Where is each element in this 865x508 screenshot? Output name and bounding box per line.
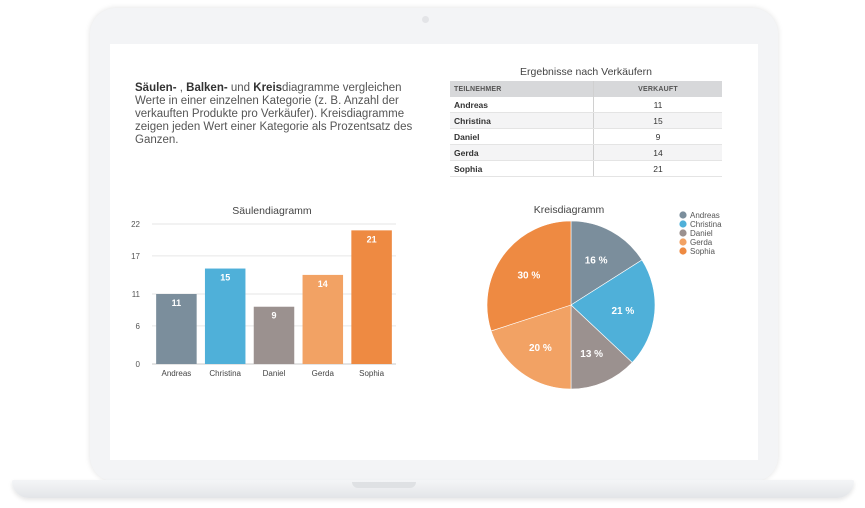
bar-chart-title: Säulendiagramm: [232, 205, 312, 217]
results-table: TEILNEHMER VERKAUFT Andreas 11 Christina 1…: [450, 81, 722, 177]
intro-text: Säulen- , Balken- und Kreisdiagramme ver…: [135, 82, 415, 147]
pie-slice-andreas: [570, 220, 643, 306]
pie-percent-label: 30 %: [517, 270, 540, 281]
legend-swatch: [679, 238, 687, 246]
legend-swatch: [679, 229, 687, 237]
pie-percent-label: 13 %: [580, 349, 603, 360]
bar-value-label: 14: [318, 279, 328, 289]
table-row: Daniel 9: [450, 128, 722, 145]
table-header-teilnehmer: TEILNEHMER: [450, 81, 594, 97]
laptop-notch: [352, 482, 416, 488]
bar-value-label: 15: [220, 273, 230, 283]
intro-sep-1: ,: [176, 82, 187, 94]
pie-slice-sophia: [486, 220, 572, 332]
legend-swatch: [679, 247, 687, 255]
bar-category-label: Andreas: [162, 369, 192, 378]
table-cell-name: Daniel: [450, 128, 594, 145]
table-cell-name: Andreas: [450, 97, 594, 113]
table-cell-value: 11: [593, 97, 722, 113]
bar-category-label: Sophia: [359, 369, 384, 378]
table-cell-value: 21: [593, 160, 722, 177]
table-cell-name: Gerda: [450, 144, 594, 161]
table-row: Gerda 14: [450, 144, 722, 161]
table-title: Ergebnisse nach Verkäufern: [520, 66, 652, 78]
pie-chart-title: Kreisdiagramm: [534, 204, 605, 216]
bar-y-tick-label: 22: [131, 220, 140, 229]
camera-dot: [422, 16, 429, 23]
bar-andreas: [156, 294, 197, 364]
bar-value-label: 9: [271, 311, 276, 321]
pie-percent-label: 20 %: [529, 343, 552, 354]
bar-category-label: Christina: [209, 369, 241, 378]
legend-swatch: [679, 211, 687, 219]
bar-chart: 0 6 11 17 22 11 Andreas 15 Christina 9 Daniel 14 Ger…: [131, 220, 396, 378]
table-cell-value: 9: [593, 128, 722, 145]
table-row: Christina 15: [450, 112, 722, 129]
legend-label: Gerda: [690, 238, 713, 247]
laptop-base: [12, 480, 854, 498]
pie-percent-label: 21 %: [611, 306, 634, 317]
pie-slice-christina: [570, 259, 656, 363]
bar-category-label: Gerda: [312, 369, 335, 378]
bar-value-label: 21: [367, 234, 377, 244]
bar-value-label: 11: [172, 298, 182, 308]
bar-y-tick-label: 6: [136, 322, 141, 331]
legend-label: Andreas: [690, 211, 720, 220]
bar-y-tick-label: 11: [132, 290, 141, 299]
pie-slice-daniel: [570, 304, 633, 390]
table-row: Sophia 21: [450, 160, 722, 177]
table-cell-value: 14: [593, 144, 722, 161]
bar-sophia: [351, 230, 392, 364]
pie-percent-label: 16 %: [585, 255, 608, 266]
intro-bold-kreis: Kreis: [253, 82, 283, 94]
bar-y-tick-label: 0: [136, 360, 141, 369]
table-header-row: TEILNEHMER VERKAUFT: [450, 81, 722, 97]
bar-y-tick-label: 17: [131, 252, 140, 261]
table-cell-name: Christina: [450, 112, 594, 129]
legend-label: Christina: [690, 220, 722, 229]
bar-christina: [204, 268, 246, 364]
pie-slice-gerda: [490, 304, 572, 390]
legend-label: Daniel: [690, 229, 713, 238]
bar-gerda: [302, 274, 344, 364]
intro-rest: diagramme vergleichen Werte in einer ein…: [135, 82, 413, 146]
intro-sep-2: und: [227, 82, 254, 94]
legend-swatch: [679, 220, 687, 228]
bar-daniel: [253, 306, 295, 364]
table-cell-value: 15: [593, 112, 722, 129]
table-row: Andreas 11: [450, 97, 722, 113]
table-cell-name: Sophia: [450, 160, 594, 177]
legend-label: Sophia: [690, 247, 715, 256]
table-header-verkauft: VERKAUFT: [593, 81, 722, 97]
bar-category-label: Daniel: [263, 369, 286, 378]
pie-chart: 16 % 21 % 13 % 20 % 30 %: [486, 220, 656, 390]
intro-bold-saeulen: Säulen-: [135, 82, 177, 94]
intro-bold-balken: Balken-: [186, 82, 228, 94]
